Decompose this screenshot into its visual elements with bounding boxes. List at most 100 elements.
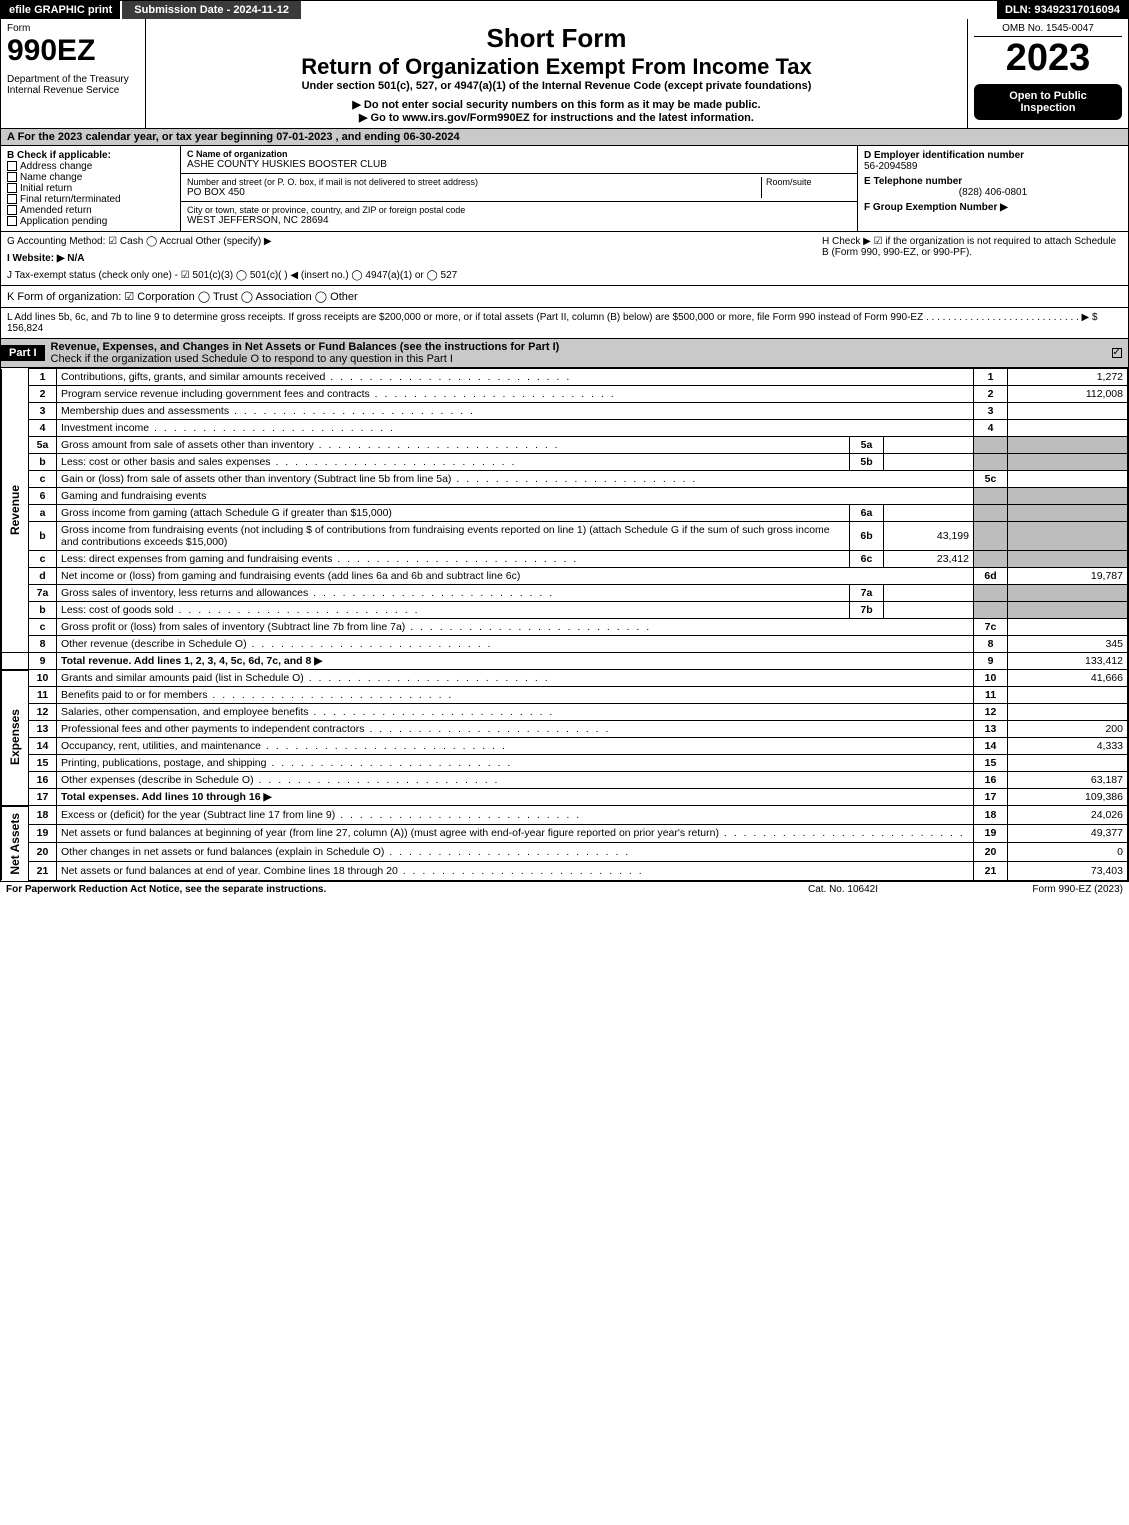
l8-val: 345 — [1008, 636, 1128, 653]
l5a-num: 5a — [29, 437, 57, 454]
l7c-num: c — [29, 619, 57, 636]
form-label: Form — [7, 23, 139, 34]
l20-desc: Other changes in net assets or fund bala… — [61, 846, 630, 858]
l15-desc: Printing, publications, postage, and shi… — [61, 757, 512, 769]
B-initial[interactable]: Initial return — [7, 183, 174, 194]
l19-val: 49,377 — [1008, 824, 1128, 843]
l13-num: 13 — [29, 721, 57, 738]
l3-desc: Membership dues and assessments — [61, 405, 475, 417]
street-label: Number and street (or P. O. box, if mail… — [187, 177, 761, 187]
l2-desc: Program service revenue including govern… — [61, 388, 616, 400]
goto-link[interactable]: ▶ Go to www.irs.gov/Form990EZ for instru… — [154, 111, 959, 124]
l6c-grey — [974, 551, 1008, 568]
l16-num: 16 — [29, 772, 57, 789]
l9-lineno: 9 — [974, 653, 1008, 670]
L-grossreceipts: L Add lines 5b, 6c, and 7b to line 9 to … — [1, 308, 1128, 339]
part1-title: Revenue, Expenses, and Changes in Net As… — [45, 339, 1108, 367]
l6-greyval — [1008, 488, 1128, 505]
l19-lineno: 19 — [974, 824, 1008, 843]
l21-desc: Net assets or fund balances at end of ye… — [61, 865, 644, 877]
tax-year: 2023 — [974, 37, 1122, 80]
l16-val: 63,187 — [1008, 772, 1128, 789]
topbar-spacer — [303, 1, 997, 19]
dln-label: DLN: 93492317016094 — [997, 1, 1128, 19]
l9-desc: Total revenue. Add lines 1, 2, 3, 4, 5c,… — [61, 655, 322, 667]
part1-check-icon[interactable] — [1108, 347, 1128, 359]
l11-val — [1008, 687, 1128, 704]
l15-lineno: 15 — [974, 755, 1008, 772]
omb-number: OMB No. 1545-0047 — [974, 23, 1122, 37]
l19-desc: Net assets or fund balances at beginning… — [61, 827, 965, 839]
org-name: ASHE COUNTY HUSKIES BOOSTER CLUB — [187, 159, 851, 170]
l7c-lineno: 7c — [974, 619, 1008, 636]
l17-num: 17 — [29, 789, 57, 806]
l6c-greyval — [1008, 551, 1128, 568]
l6-grey — [974, 488, 1008, 505]
B-addresschg[interactable]: Address change — [7, 161, 174, 172]
l6d-val: 19,787 — [1008, 568, 1128, 585]
l5c-val — [1008, 471, 1128, 488]
B-namechg[interactable]: Name change — [7, 172, 174, 183]
l6c-iv: 23,412 — [884, 551, 974, 568]
B-final[interactable]: Final return/terminated — [7, 194, 174, 205]
part1-header: Part I Revenue, Expenses, and Changes in… — [1, 339, 1128, 368]
l15-val — [1008, 755, 1128, 772]
l20-lineno: 20 — [974, 843, 1008, 862]
l21-lineno: 21 — [974, 861, 1008, 880]
I-website: I Website: ▶ N/A — [7, 253, 822, 264]
l20-val: 0 — [1008, 843, 1128, 862]
l12-lineno: 12 — [974, 704, 1008, 721]
l7b-greyval — [1008, 602, 1128, 619]
l5a-grey — [974, 437, 1008, 454]
l6b-in: 6b — [850, 522, 884, 551]
B-pending[interactable]: Application pending — [7, 216, 174, 227]
l5b-iv — [884, 454, 974, 471]
l14-desc: Occupancy, rent, utilities, and maintena… — [61, 740, 507, 752]
dept-irs: Internal Revenue Service — [7, 85, 139, 96]
title-return: Return of Organization Exempt From Incom… — [154, 54, 959, 80]
l21-val: 73,403 — [1008, 861, 1128, 880]
l5b-grey — [974, 454, 1008, 471]
part1-table: Revenue 1 Contributions, gifts, grants, … — [1, 368, 1128, 881]
l6a-grey — [974, 505, 1008, 522]
l18-lineno: 18 — [974, 806, 1008, 825]
col-B: B Check if applicable: Address change Na… — [1, 146, 181, 231]
submission-date: Submission Date - 2024-11-12 — [122, 1, 303, 19]
l17-desc: Total expenses. Add lines 10 through 16 … — [61, 791, 272, 803]
l6d-lineno: 6d — [974, 568, 1008, 585]
l6b-desc: Gross income from fundraising events (no… — [57, 522, 850, 551]
l5b-greyval — [1008, 454, 1128, 471]
block-B-through-F: B Check if applicable: Address change Na… — [1, 146, 1128, 232]
l7a-desc: Gross sales of inventory, less returns a… — [61, 587, 554, 599]
l18-num: 18 — [29, 806, 57, 825]
l12-val — [1008, 704, 1128, 721]
l2-num: 2 — [29, 386, 57, 403]
l6d-desc: Net income or (loss) from gaming and fun… — [57, 568, 974, 585]
header-middle: Short Form Return of Organization Exempt… — [146, 19, 968, 128]
l18-desc: Excess or (deficit) for the year (Subtra… — [61, 809, 581, 821]
l6-num: 6 — [29, 488, 57, 505]
l1-lineno: 1 — [974, 369, 1008, 386]
section-GHI: G Accounting Method: ☑ Cash ◯ Accrual Ot… — [1, 232, 1128, 286]
B-amended[interactable]: Amended return — [7, 205, 174, 216]
H-scheduleB: H Check ▶ ☑ if the organization is not r… — [822, 236, 1122, 258]
E-label: E Telephone number — [864, 176, 1122, 187]
l5a-iv — [884, 437, 974, 454]
form-number: 990EZ — [7, 34, 139, 68]
l17-lineno: 17 — [974, 789, 1008, 806]
l3-val — [1008, 403, 1128, 420]
l3-lineno: 3 — [974, 403, 1008, 420]
efile-print-label[interactable]: efile GRAPHIC print — [1, 1, 122, 19]
l1-desc: Contributions, gifts, grants, and simila… — [61, 371, 571, 383]
l7b-desc: Less: cost of goods sold — [61, 604, 420, 616]
l8-lineno: 8 — [974, 636, 1008, 653]
G-accounting: G Accounting Method: ☑ Cash ◯ Accrual Ot… — [7, 236, 822, 247]
l20-num: 20 — [29, 843, 57, 862]
l5b-num: b — [29, 454, 57, 471]
l12-desc: Salaries, other compensation, and employ… — [61, 706, 554, 718]
l14-val: 4,333 — [1008, 738, 1128, 755]
l11-desc: Benefits paid to or for members — [61, 689, 453, 701]
J-taxexempt: J Tax-exempt status (check only one) - ☑… — [7, 270, 822, 281]
l7b-iv — [884, 602, 974, 619]
row-A-taxyear: A For the 2023 calendar year, or tax yea… — [1, 129, 1128, 146]
